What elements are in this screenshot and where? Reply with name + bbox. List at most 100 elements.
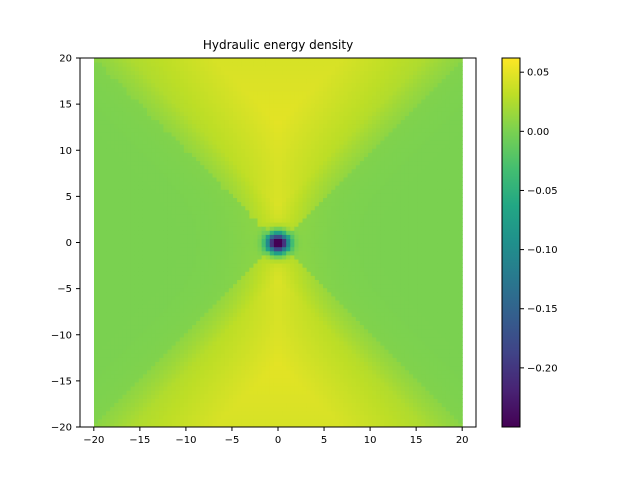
heatmap-cell xyxy=(232,99,238,104)
heatmap-cell xyxy=(224,201,230,207)
heatmap-cell xyxy=(110,230,115,235)
heatmap-cell xyxy=(257,189,263,194)
heatmap-cell xyxy=(237,386,242,391)
heatmap-cell xyxy=(224,381,230,387)
heatmap-cell xyxy=(200,86,205,92)
heatmap-cell xyxy=(208,82,214,88)
heatmap-cell xyxy=(118,107,124,112)
heatmap-cell xyxy=(265,213,271,219)
heatmap-cell xyxy=(163,336,169,342)
heatmap-cell xyxy=(204,349,210,354)
heatmap-cell xyxy=(208,205,214,211)
heatmap-cell xyxy=(192,258,197,264)
heatmap-cell xyxy=(310,263,316,268)
heatmap-cell xyxy=(212,308,218,313)
heatmap-cell xyxy=(130,160,136,166)
heatmap-cell xyxy=(192,172,197,178)
heatmap-cell xyxy=(310,275,316,280)
heatmap-cell xyxy=(314,250,320,256)
heatmap-cell xyxy=(298,70,304,75)
heatmap-cell xyxy=(134,181,140,186)
heatmap-cell xyxy=(97,164,103,170)
heatmap-cell xyxy=(253,394,259,399)
heatmap-cell xyxy=(257,226,263,231)
heatmap-cell xyxy=(265,361,271,367)
heatmap-cell xyxy=(216,250,222,256)
heatmap-cell xyxy=(220,74,226,80)
heatmap-cell xyxy=(142,373,148,379)
heatmap-cell xyxy=(232,287,238,293)
heatmap-cell xyxy=(102,230,107,235)
heatmap-cell xyxy=(269,320,275,326)
heatmap-cell xyxy=(110,349,115,354)
heatmap-cell xyxy=(310,222,316,227)
heatmap-cell xyxy=(171,267,177,272)
heatmap-cell xyxy=(126,119,132,125)
heatmap-cell xyxy=(232,246,238,252)
heatmap-cell xyxy=(147,373,152,379)
heatmap-cell xyxy=(286,172,291,178)
heatmap-cell xyxy=(200,418,205,424)
heatmap-cell xyxy=(249,168,255,174)
heatmap-cell xyxy=(318,410,324,416)
heatmap-cell xyxy=(306,332,312,338)
heatmap-cell xyxy=(97,135,103,141)
heatmap-cell xyxy=(294,263,300,268)
heatmap-cell xyxy=(273,250,279,256)
heatmap-cell xyxy=(151,222,156,227)
heatmap-cell xyxy=(314,148,320,153)
heatmap-cell xyxy=(130,140,136,145)
heatmap-cell xyxy=(167,279,173,285)
heatmap-cell xyxy=(175,58,181,63)
heatmap-cell xyxy=(114,213,119,219)
heatmap-cell xyxy=(122,234,128,239)
heatmap-cell xyxy=(196,328,201,334)
heatmap-cell xyxy=(212,230,218,235)
heatmap-cell xyxy=(134,414,140,420)
heatmap-cell xyxy=(290,185,295,190)
heatmap-cell xyxy=(220,394,226,399)
heatmap-cell xyxy=(314,390,320,395)
heatmap-cell xyxy=(155,185,160,190)
heatmap-cell xyxy=(126,422,132,427)
heatmap-cell xyxy=(228,377,234,383)
heatmap-cell xyxy=(220,304,226,309)
heatmap-cell xyxy=(142,390,148,395)
heatmap-cell xyxy=(237,287,242,293)
heatmap-cell xyxy=(200,320,205,326)
heatmap-cell xyxy=(310,213,316,219)
heatmap-cell xyxy=(118,135,124,141)
heatmap-cell xyxy=(175,377,181,383)
heatmap-cell xyxy=(130,353,136,358)
heatmap-cell xyxy=(228,205,234,211)
heatmap-cell xyxy=(175,336,181,342)
heatmap-cell xyxy=(294,369,300,375)
heatmap-cell xyxy=(286,283,291,289)
heatmap-cell xyxy=(192,234,197,239)
heatmap-cell xyxy=(208,312,214,317)
heatmap-cell xyxy=(187,135,193,141)
heatmap-cell xyxy=(187,258,193,264)
heatmap-cell xyxy=(224,263,230,268)
heatmap-cell xyxy=(175,254,181,260)
heatmap-cell xyxy=(298,234,304,239)
heatmap-cell xyxy=(278,304,283,309)
heatmap-cell xyxy=(298,365,304,371)
heatmap-cell xyxy=(138,398,144,403)
heatmap-cell xyxy=(196,373,201,379)
heatmap-cell xyxy=(138,94,144,100)
heatmap-cell xyxy=(171,86,177,92)
heatmap-cell xyxy=(134,410,140,416)
heatmap-cell xyxy=(298,238,304,244)
heatmap-cell xyxy=(241,78,246,84)
heatmap-cell xyxy=(314,340,320,346)
heatmap-cell xyxy=(294,107,300,112)
heatmap-cell xyxy=(179,217,185,223)
heatmap-cell xyxy=(167,246,173,252)
heatmap-cell xyxy=(253,299,259,305)
heatmap-cell xyxy=(278,349,283,354)
heatmap-cell xyxy=(126,287,132,293)
heatmap-cell xyxy=(134,82,140,88)
heatmap-cell xyxy=(253,176,259,182)
heatmap-cell xyxy=(126,369,132,375)
